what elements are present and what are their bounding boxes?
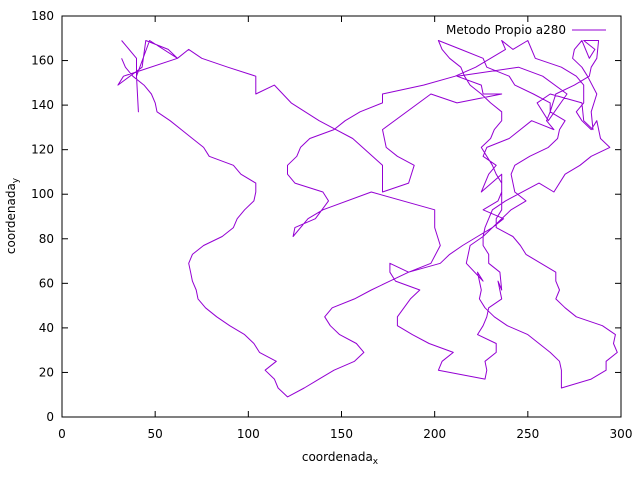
x-tick-label: 100	[237, 427, 260, 441]
x-tick-label: 150	[330, 427, 353, 441]
series-line	[117, 40, 618, 398]
y-axis-ticks: 0 20 40 60 80 100 120 140 160 180	[31, 9, 621, 424]
x-tick-label: 50	[148, 427, 163, 441]
x-tick-label: 0	[58, 427, 66, 441]
y-tick-label: 20	[39, 365, 54, 379]
y-axis-label: coordenaday	[4, 177, 21, 254]
x-axis-ticks: 0 50 100 150 200 250 300	[58, 16, 632, 441]
legend: Metodo Propio a280	[446, 23, 606, 37]
y-tick-label: 0	[46, 410, 54, 424]
y-tick-label: 140	[31, 98, 54, 112]
y-tick-label: 80	[39, 232, 54, 246]
y-tick-label: 100	[31, 187, 54, 201]
x-tick-label: 200	[423, 427, 446, 441]
series-group	[117, 40, 618, 398]
x-tick-label: 300	[610, 427, 633, 441]
x-tick-label: 250	[516, 427, 539, 441]
y-tick-label: 180	[31, 9, 54, 23]
y-tick-label: 160	[31, 54, 54, 68]
y-tick-label: 120	[31, 143, 54, 157]
legend-label: Metodo Propio a280	[446, 23, 566, 37]
y-axis-label-subscript: y	[11, 177, 21, 183]
x-axis-label-subscript: x	[373, 457, 379, 467]
y-tick-label: 60	[39, 276, 54, 290]
y-tick-label: 40	[39, 321, 54, 335]
x-axis-label: coordenadax	[302, 450, 379, 467]
